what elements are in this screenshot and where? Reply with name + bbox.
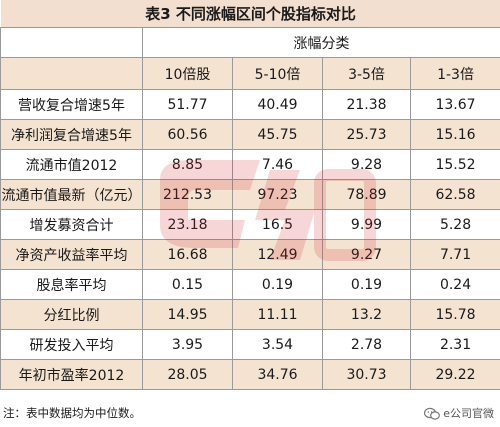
value-cell: 9.28 [322,149,411,180]
value-cell: 8.85 [142,149,233,180]
row-label: 股息率平均 [0,269,143,300]
table-row: 流通市值最新（亿元） 212.53 97.23 78.89 62.58 [0,179,500,210]
value-cell: 5.28 [409,209,500,240]
column-header: 10倍股 [142,57,233,90]
brand-tag: e公司官微 [424,404,494,424]
table-row: 净资产收益率平均 16.68 12.49 9.27 7.71 [0,239,500,270]
wechat-channel-icon [424,407,441,420]
value-cell: 34.76 [232,359,323,390]
value-cell: 11.11 [232,299,323,330]
value-cell: 25.73 [322,119,411,150]
value-cell: 0.15 [142,269,233,300]
table-row: 增发募资合计 23.18 16.5 9.99 5.28 [0,209,500,240]
table-row: 年初市盈率2012 28.05 34.76 30.73 29.22 [0,359,500,390]
column-header-row: 10倍股 5-10倍 3-5倍 1-3倍 [0,57,500,90]
column-header: 5-10倍 [232,57,323,90]
value-cell: 97.23 [232,179,323,210]
value-cell: 30.73 [322,359,411,390]
value-cell: 7.71 [409,239,500,270]
row-label: 净资产收益率平均 [0,239,143,270]
value-cell: 7.46 [232,149,323,180]
column-header: 1-3倍 [409,57,500,90]
value-cell: 23.18 [142,209,233,240]
value-cell: 9.27 [322,239,411,270]
value-cell: 15.16 [409,119,500,150]
value-cell: 16.68 [142,239,233,270]
group-header: 涨幅分类 [141,27,500,58]
row-label: 增发募资合计 [0,209,143,240]
value-cell: 0.19 [232,269,323,300]
value-cell: 51.77 [142,89,233,120]
value-cell: 21.38 [322,89,411,120]
value-cell: 13.2 [322,299,411,330]
table-row: 分红比例 14.95 11.11 13.2 15.78 [0,299,500,330]
value-cell: 2.31 [409,329,500,360]
header-corner-cell-2 [0,57,143,90]
table-title: 表3 不同涨幅区间个股指标对比 [0,0,500,28]
value-cell: 40.49 [232,89,323,120]
value-cell: 212.53 [142,179,233,210]
row-label: 净利润复合增速5年 [0,119,143,150]
header-corner-cell [0,27,143,58]
table-row: 流通市值2012 8.85 7.46 9.28 15.52 [0,149,500,180]
value-cell: 15.52 [409,149,500,180]
group-header-row: 涨幅分类 [0,27,500,58]
value-cell: 14.95 [142,299,233,330]
value-cell: 60.56 [142,119,233,150]
value-cell: 78.89 [322,179,411,210]
value-cell: 3.54 [232,329,323,360]
value-cell: 9.99 [322,209,411,240]
value-cell: 3.95 [142,329,233,360]
value-cell: 28.05 [142,359,233,390]
value-cell: 62.58 [409,179,500,210]
table-row: 研发投入平均 3.95 3.54 2.78 2.31 [0,329,500,360]
table-note: 注：表中数据均为中位数。 [0,400,500,427]
comparison-table: 表3 不同涨幅区间个股指标对比 涨幅分类 10倍股 5-10倍 3-5倍 1-3… [0,0,500,390]
row-label: 营收复合增速5年 [0,89,143,120]
column-header: 3-5倍 [322,57,411,90]
row-label: 年初市盈率2012 [0,359,143,390]
value-cell: 45.75 [232,119,323,150]
value-cell: 15.78 [409,299,500,330]
value-cell: 16.5 [232,209,323,240]
value-cell: 29.22 [409,359,500,390]
value-cell: 2.78 [322,329,411,360]
row-label: 流通市值最新（亿元） [0,179,143,210]
brand-label: e公司官微 [443,407,494,420]
title-row: 表3 不同涨幅区间个股指标对比 [0,0,500,28]
table-row: 营收复合增速5年 51.77 40.49 21.38 13.67 [0,89,500,120]
row-label: 分红比例 [0,299,143,330]
value-cell: 13.67 [409,89,500,120]
table-row: 股息率平均 0.15 0.19 0.19 0.24 [0,269,500,300]
table-row: 净利润复合增速5年 60.56 45.75 25.73 15.16 [0,119,500,150]
value-cell: 0.24 [409,269,500,300]
value-cell: 0.19 [322,269,411,300]
row-label: 研发投入平均 [0,329,143,360]
row-label: 流通市值2012 [0,149,143,180]
value-cell: 12.49 [232,239,323,270]
